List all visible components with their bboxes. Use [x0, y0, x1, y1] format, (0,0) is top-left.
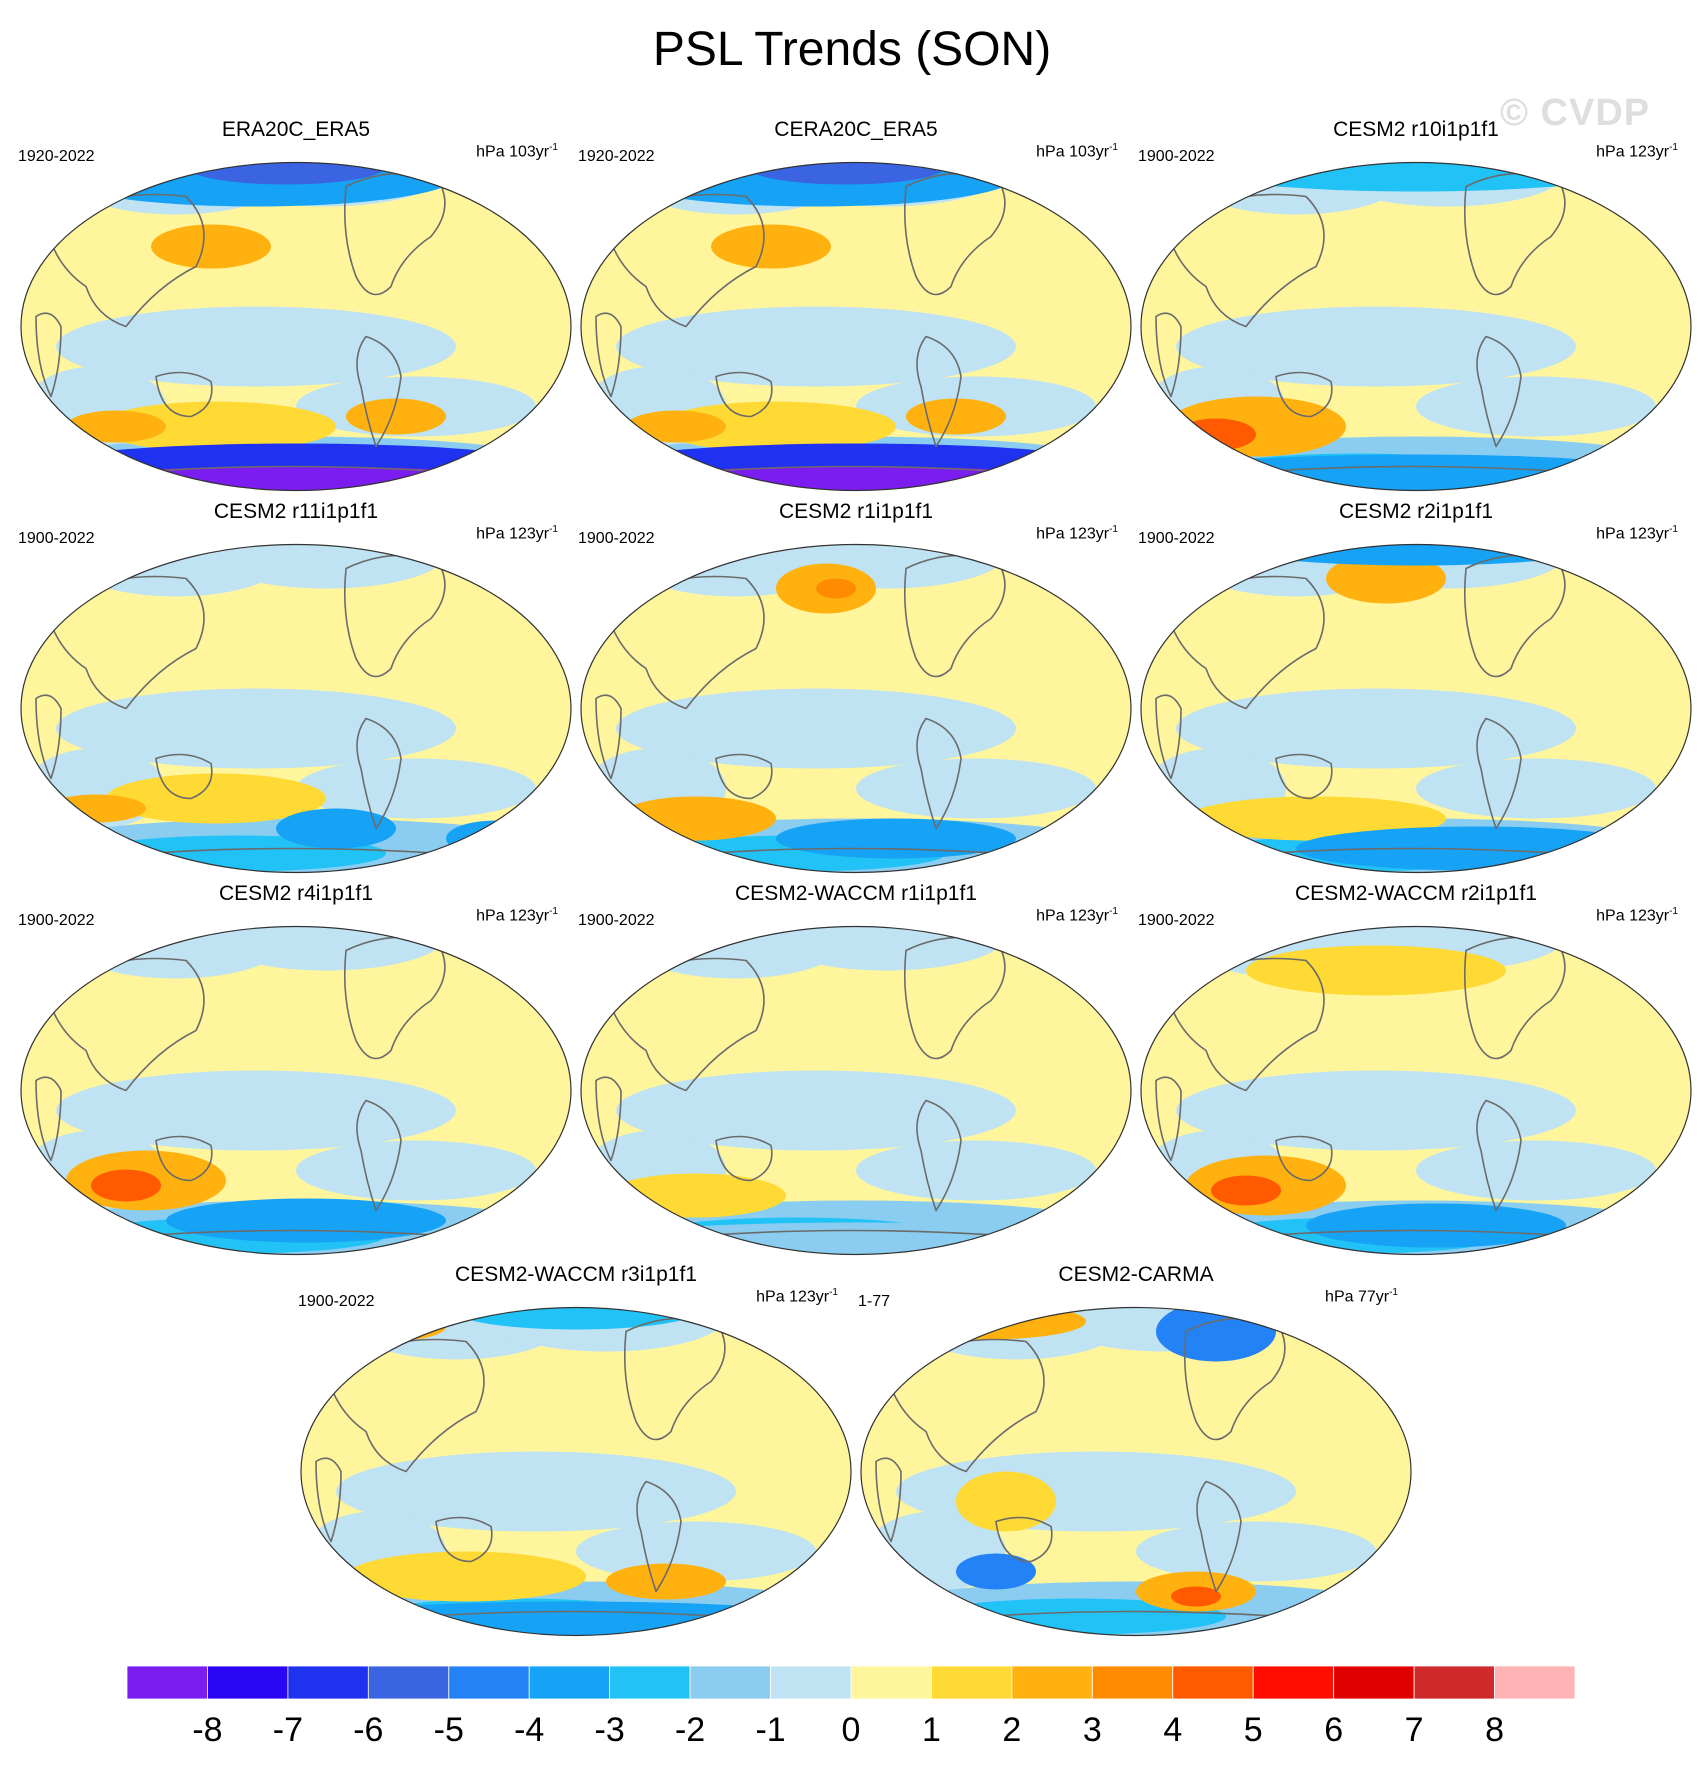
panel-units: hPa 123yr-1: [1036, 524, 1118, 543]
map-panel: ERA20C_ERA5 1920-2022 hPa 103yr-1: [16, 118, 576, 493]
colorbar-swatch: [1413, 1665, 1495, 1700]
panel-units: hPa 123yr-1: [1596, 524, 1678, 543]
colorbar-swatch: [770, 1665, 852, 1700]
map-panel: CESM2 r1i1p1f1 1900-2022 hPa 123yr-1: [576, 500, 1136, 875]
panel-title: CESM2-CARMA: [1058, 1263, 1214, 1286]
panel-title: ERA20C_ERA5: [221, 118, 371, 141]
global-map: [20, 161, 572, 492]
panel-title: CESM2 r2i1p1f1: [1338, 500, 1494, 523]
colorbar-swatch: [931, 1665, 1013, 1700]
colorbar-swatch: [287, 1665, 369, 1700]
panel-period: 1900-2022: [578, 530, 655, 547]
global-map: [1140, 925, 1692, 1256]
global-map: [300, 1306, 852, 1637]
colorbar-swatch: [1333, 1665, 1415, 1700]
panel-title: CESM2-WACCM r1i1p1f1: [735, 882, 977, 905]
panel-period: 1900-2022: [18, 912, 95, 929]
panel-period: 1-77: [858, 1293, 891, 1310]
panel-period: 1900-2022: [1138, 912, 1215, 929]
global-map: [20, 925, 572, 1256]
colorbar-label: -8: [192, 1711, 222, 1745]
colorbar-swatch: [126, 1665, 208, 1700]
colorbar-swatch: [207, 1665, 289, 1700]
colorbar-swatch: [448, 1665, 530, 1700]
colorbar-swatch: [1011, 1665, 1093, 1700]
map-panel: CESM2 r4i1p1f1 1900-2022 hPa 123yr-1: [16, 882, 576, 1257]
global-map: [580, 925, 1132, 1256]
panel-period: 1900-2022: [1138, 530, 1215, 547]
panel-units: hPa 123yr-1: [1596, 906, 1678, 925]
panel-units: hPa 123yr-1: [756, 1287, 838, 1306]
panel-units: hPa 103yr-1: [1036, 142, 1118, 161]
global-map: [1140, 543, 1692, 874]
colorbar-swatch: [1252, 1665, 1335, 1700]
panel-title: CERA20C_ERA5: [774, 118, 938, 141]
colorbar-label: 5: [1244, 1711, 1263, 1745]
panel-period: 1920-2022: [18, 148, 95, 165]
map-panel: CESM2-WACCM r2i1p1f1 1900-2022 hPa 123yr-1: [1136, 882, 1696, 1257]
map-panel: CESM2-WACCM r1i1p1f1 1900-2022 hPa 123yr-1: [576, 882, 1136, 1257]
colorbar-swatch: [1091, 1665, 1174, 1700]
global-map: [860, 1306, 1412, 1637]
panel-units: hPa 123yr-1: [476, 906, 558, 925]
colorbar-label: 3: [1083, 1711, 1102, 1745]
panel-units: hPa 123yr-1: [1036, 906, 1118, 925]
panel-title: CESM2 r4i1p1f1: [218, 882, 374, 905]
colorbar-label: 4: [1163, 1711, 1182, 1745]
colorbar-swatch: [689, 1665, 771, 1700]
global-map: [1140, 161, 1692, 492]
panel-units: hPa 77yr-1: [1325, 1287, 1398, 1306]
panel-period: 1900-2022: [578, 912, 655, 929]
map-panel: CESM2-WACCM r3i1p1f1 1900-2022 hPa 123yr-1: [296, 1263, 856, 1638]
map-panel: CESM2-CARMA 1-77 hPa 77yr-1: [856, 1263, 1416, 1638]
panel-title: CESM2 r10i1p1f1: [1333, 118, 1499, 141]
colorbar-label: -3: [595, 1711, 625, 1745]
global-map: [580, 161, 1132, 492]
map-panel: CESM2 r2i1p1f1 1900-2022 hPa 123yr-1: [1136, 500, 1696, 875]
colorbar-swatch: [367, 1665, 450, 1700]
panel-period: 1920-2022: [578, 148, 655, 165]
watermark: © CVDP: [1500, 92, 1651, 134]
colorbar-label: -1: [755, 1711, 785, 1745]
map-panel: CESM2 r11i1p1f1 1900-2022 hPa 123yr-1: [16, 500, 576, 875]
panel-units: hPa 123yr-1: [476, 524, 558, 543]
panel-title: CESM2-WACCM r3i1p1f1: [455, 1263, 697, 1286]
colorbar-label: -2: [675, 1711, 705, 1745]
colorbar: -8 -7 -6 -5 -4 -3 -2 -1 0 1 2 3 4 5 6 7 8: [126, 1665, 1576, 1745]
page-title: PSL Trends (SON): [652, 23, 1052, 76]
colorbar-label: 1: [922, 1711, 941, 1745]
global-map: [20, 543, 572, 874]
colorbar-label: 6: [1324, 1711, 1343, 1745]
map-panel: CERA20C_ERA5 1920-2022 hPa 103yr-1: [576, 118, 1136, 493]
colorbar-label: 8: [1485, 1711, 1504, 1745]
panel-title: CESM2-WACCM r2i1p1f1: [1295, 882, 1537, 905]
colorbar-label: -6: [353, 1711, 383, 1745]
colorbar-label: 7: [1405, 1711, 1424, 1745]
panel-title: CESM2 r1i1p1f1: [778, 500, 934, 523]
panel-period: 1900-2022: [18, 530, 95, 547]
colorbar-swatch: [1494, 1665, 1576, 1700]
colorbar-swatch: [528, 1665, 611, 1700]
panel-period: 1900-2022: [298, 1293, 375, 1310]
map-panel: CESM2 r10i1p1f1 1900-2022 hPa 123yr-1: [1136, 118, 1696, 493]
global-map: [580, 543, 1132, 874]
panel-units: hPa 103yr-1: [476, 142, 558, 161]
colorbar-swatch: [609, 1665, 691, 1700]
colorbar-label: -5: [434, 1711, 464, 1745]
panel-period: 1900-2022: [1138, 148, 1215, 165]
colorbar-label: -7: [273, 1711, 303, 1745]
panel-title: CESM2 r11i1p1f1: [213, 500, 379, 523]
colorbar-label: -4: [514, 1711, 544, 1745]
colorbar-swatch: [1172, 1665, 1254, 1700]
colorbar-label: 0: [842, 1711, 861, 1745]
colorbar-swatch: [850, 1665, 932, 1700]
panel-units: hPa 123yr-1: [1596, 142, 1678, 161]
colorbar-label: 2: [1002, 1711, 1021, 1745]
